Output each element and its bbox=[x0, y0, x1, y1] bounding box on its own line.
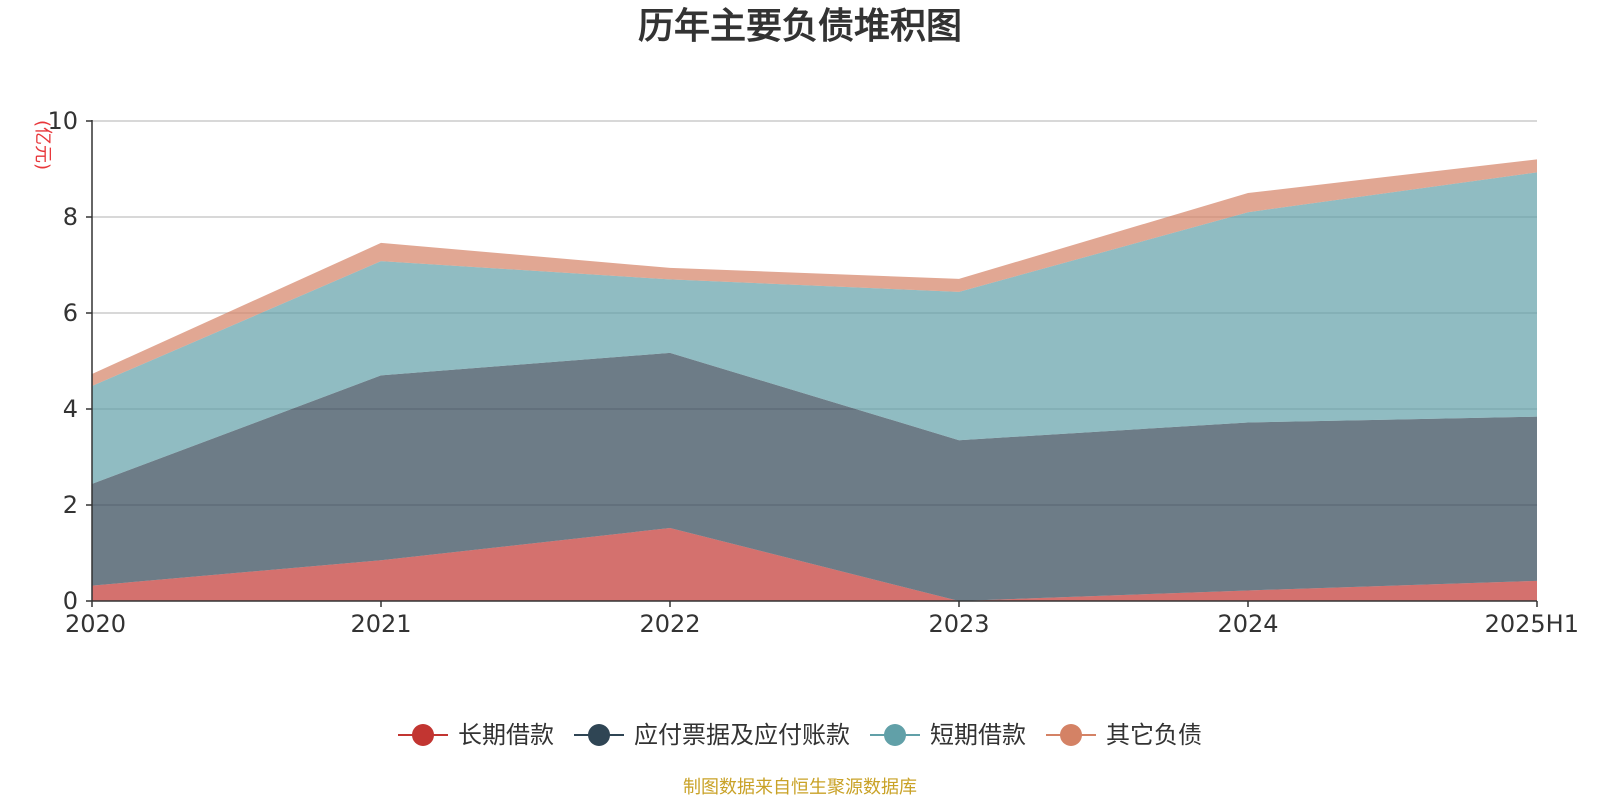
x-tick-label: 2021 bbox=[350, 610, 411, 638]
legend-label: 其它负债 bbox=[1106, 721, 1202, 749]
data-source-note: 制图数据来自恒生聚源数据库 bbox=[683, 777, 917, 798]
x-tick-label: 2024 bbox=[1217, 610, 1278, 638]
y-axis-unit-label: (亿元) bbox=[32, 120, 53, 170]
y-tick-label: 8 bbox=[63, 203, 78, 231]
legend-item-2[interactable]: 应付票据及应付账款 bbox=[574, 721, 850, 749]
area-series-group bbox=[92, 159, 1537, 601]
x-tick-label: 2023 bbox=[928, 610, 989, 638]
x-tick-label: 2020 bbox=[65, 610, 126, 638]
y-tick-label: 4 bbox=[63, 395, 78, 423]
legend[interactable]: 长期借款 应付票据及应付账款 短期借款 其它负债 bbox=[398, 721, 1202, 749]
axes: 0 2 4 6 8 10 2020 2021 2022 2023 2024 2025H1 bbox=[47, 107, 1579, 638]
legend-item-4[interactable]: 其它负债 bbox=[1046, 721, 1202, 749]
legend-label: 长期借款 bbox=[458, 721, 554, 749]
area-series-2[interactable] bbox=[92, 352, 1537, 601]
legend-item-1[interactable]: 长期借款 bbox=[398, 721, 554, 749]
legend-dot-icon bbox=[1060, 724, 1082, 746]
legend-label: 应付票据及应付账款 bbox=[634, 721, 850, 749]
area-series-1[interactable] bbox=[92, 528, 1537, 601]
legend-dot-icon bbox=[588, 724, 610, 746]
legend-dot-icon bbox=[884, 724, 906, 746]
y-tick-label: 0 bbox=[63, 587, 78, 615]
legend-item-3[interactable]: 短期借款 bbox=[870, 721, 1026, 749]
area-series-3[interactable] bbox=[92, 172, 1537, 484]
y-tick-label: 10 bbox=[47, 107, 78, 135]
legend-dot-icon bbox=[412, 724, 434, 746]
y-tick-label: 6 bbox=[63, 299, 78, 327]
y-tick-label: 2 bbox=[63, 491, 78, 519]
x-tick-label: 2022 bbox=[639, 610, 700, 638]
area-series-4[interactable] bbox=[92, 159, 1537, 386]
x-tick-label: 2025H1 bbox=[1485, 610, 1579, 638]
legend-label: 短期借款 bbox=[930, 721, 1026, 749]
chart-title: 历年主要负债堆积图 bbox=[638, 6, 962, 47]
